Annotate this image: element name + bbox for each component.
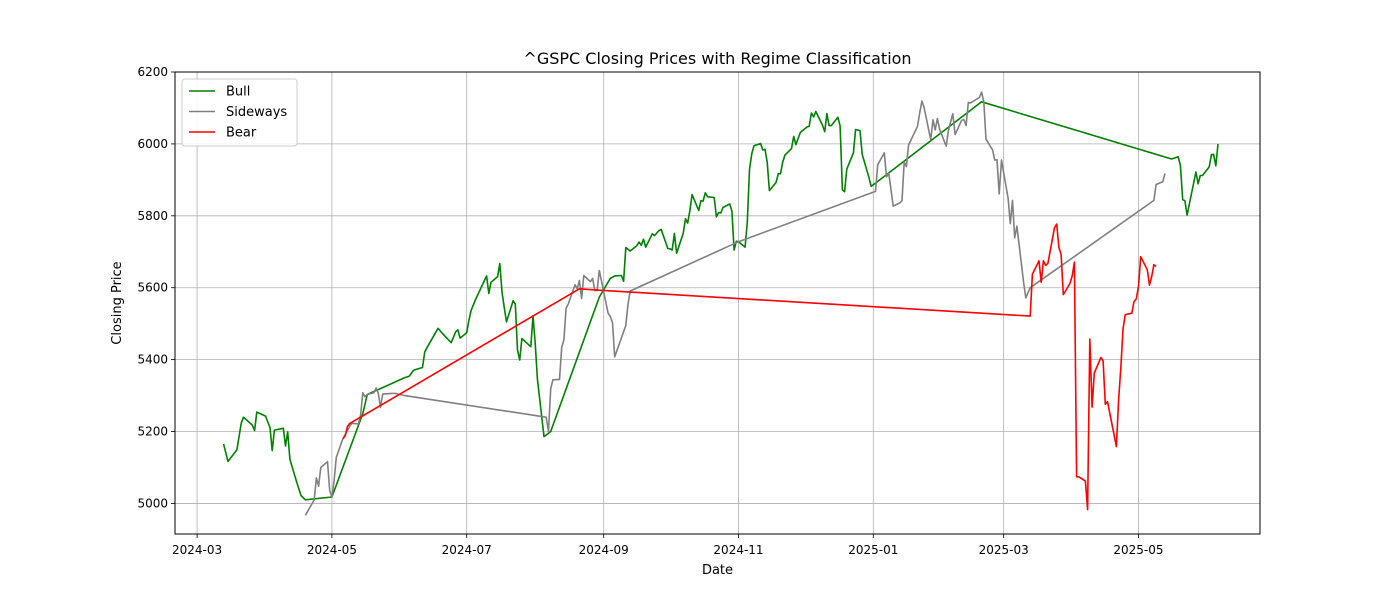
y-tick-label: 6200 — [137, 65, 168, 79]
y-tick-label: 5800 — [137, 209, 168, 223]
plot-area-frame — [174, 71, 1261, 535]
legend-box — [181, 78, 298, 147]
legend: Bull Sideways Bear — [181, 78, 298, 147]
legend-label-bear: Bear — [226, 126, 257, 141]
legend-label-sideways: Sideways — [226, 105, 287, 120]
x-axis-label: Date — [702, 563, 733, 578]
x-tick-label: 2024-03 — [172, 543, 222, 557]
series-line-bear — [342, 223, 1157, 511]
y-tick-label: 6000 — [137, 137, 168, 151]
y-tick-label: 5600 — [137, 281, 168, 295]
y-tick-label: 5200 — [137, 425, 168, 439]
x-tick-label: 2024-11 — [713, 543, 763, 557]
x-tick-label: 2024-09 — [579, 543, 629, 557]
y-axis: 5000 5200 5400 5600 5800 6000 6200 — [137, 65, 175, 510]
y-tick-label: 5400 — [137, 353, 168, 367]
chart-title: ^GSPC Closing Prices with Regime Classif… — [523, 49, 911, 68]
y-axis-label: Closing Price — [110, 261, 125, 344]
x-tick-label: 2024-05 — [307, 543, 357, 557]
y-tick-label: 5000 — [137, 496, 168, 510]
series-lines — [222, 91, 1219, 516]
series-line-bull — [222, 101, 1219, 501]
x-tick-label: 2025-05 — [1113, 543, 1163, 557]
x-tick-label: 2025-01 — [848, 543, 898, 557]
x-tick-label: 2024-07 — [442, 543, 492, 557]
x-axis: 2024-03 2024-05 2024-07 2024-09 2024-11 2025-… — [172, 534, 1164, 557]
legend-label-bull: Bull — [226, 85, 250, 100]
series-line-sideways — [304, 91, 1166, 516]
x-tick-label: 2025-03 — [979, 543, 1029, 557]
